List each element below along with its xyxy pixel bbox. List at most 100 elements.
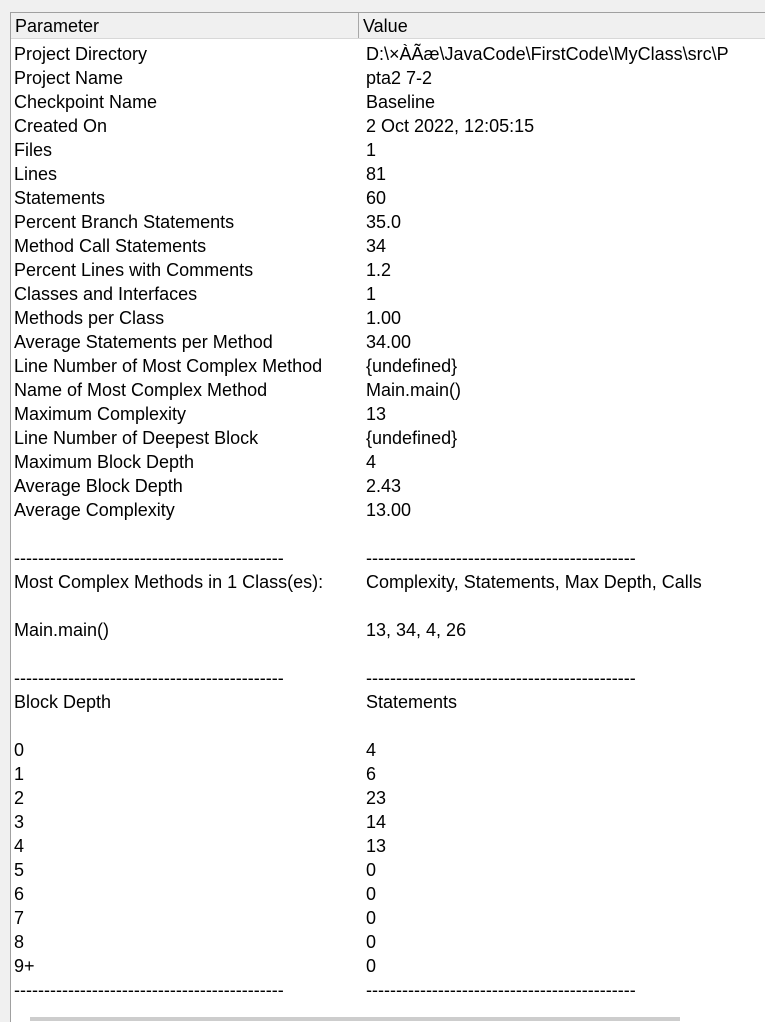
table-row[interactable]: Main.main() 13, 34, 4, 26 — [11, 618, 765, 642]
parameter-cell: 7 — [14, 908, 25, 928]
table-row[interactable]: Percent Lines with Comments 1.2 — [11, 258, 765, 282]
table-row[interactable]: Name of Most Complex Method Main.main() — [11, 378, 765, 402]
table-row[interactable]: Average Statements per Method 34.00 — [11, 330, 765, 354]
parameter-cell: Average Statements per Method — [14, 332, 273, 352]
value-cell: 4 — [366, 452, 377, 472]
parameter-cell: Name of Most Complex Method — [14, 380, 268, 400]
table-row[interactable] — [11, 714, 765, 738]
value-cell: {undefined} — [366, 356, 458, 376]
table-row[interactable]: 2 23 — [11, 786, 765, 810]
table-row[interactable]: 4 13 — [11, 834, 765, 858]
table-row[interactable]: Checkpoint Name Baseline — [11, 90, 765, 114]
table-row[interactable]: 9+ 0 — [11, 954, 765, 978]
table-row[interactable]: Maximum Block Depth 4 — [11, 450, 765, 474]
parameter-cell: Project Name — [14, 68, 124, 88]
parameter-cell: Methods per Class — [14, 308, 165, 328]
parameter-cell: Method Call Statements — [14, 236, 207, 256]
parameter-cell: Average Block Depth — [14, 476, 183, 496]
table-row[interactable]: Maximum Complexity 13 — [11, 402, 765, 426]
table-row[interactable] — [11, 522, 765, 546]
value-cell: 13 — [366, 836, 387, 856]
value-cell: 0 — [366, 908, 377, 928]
value-cell: 13, 34, 4, 26 — [366, 620, 467, 640]
table-row[interactable] — [11, 642, 765, 666]
value-cell: 4 — [366, 740, 377, 760]
table-row[interactable]: Percent Branch Statements 35.0 — [11, 210, 765, 234]
value-cell: 0 — [366, 860, 377, 880]
table-row[interactable]: Project Directory D:\×ÀÃæ\JavaCode\FirstC… — [11, 42, 765, 66]
table-row[interactable]: Statements 60 — [11, 186, 765, 210]
parameter-cell: 8 — [14, 932, 25, 952]
parameter-cell: Statements — [14, 188, 106, 208]
parameter-cell: 6 — [14, 884, 25, 904]
table-row[interactable]: Method Call Statements 34 — [11, 234, 765, 258]
parameter-cell: Classes and Interfaces — [14, 284, 198, 304]
value-cell: 34 — [366, 236, 387, 256]
parameter-cell: ----------------------------------------… — [14, 668, 284, 688]
value-cell: 1.2 — [366, 260, 392, 280]
value-cell: Statements — [366, 692, 458, 712]
parameter-cell: Percent Lines with Comments — [14, 260, 254, 280]
parameter-cell: Maximum Block Depth — [14, 452, 195, 472]
table-row[interactable]: Most Complex Methods in 1 Class(es): Comp… — [11, 570, 765, 594]
parameter-cell: Average Complexity — [14, 500, 175, 520]
table-row[interactable]: ----------------------------------------… — [11, 546, 765, 570]
table-header: Parameter Value — [11, 13, 765, 39]
value-cell: 0 — [366, 956, 377, 976]
parameter-cell: Percent Branch Statements — [14, 212, 235, 232]
parameter-cell: Created On — [14, 116, 108, 136]
value-cell: 1.00 — [366, 308, 402, 328]
table-body: Project Directory D:\×ÀÃæ\JavaCode\FirstC… — [11, 42, 765, 1002]
value-cell: Baseline — [366, 92, 436, 112]
value-cell: 81 — [366, 164, 387, 184]
parameter-cell: 2 — [14, 788, 25, 808]
parameter-cell: Most Complex Methods in 1 Class(es): — [14, 572, 324, 592]
table-row[interactable]: 3 14 — [11, 810, 765, 834]
table-row[interactable]: Methods per Class 1.00 — [11, 306, 765, 330]
parameter-cell: 3 — [14, 812, 25, 832]
value-cell: 6 — [366, 764, 377, 784]
table-row[interactable]: Average Complexity 13.00 — [11, 498, 765, 522]
horizontal-scrollbar[interactable] — [30, 1017, 680, 1021]
parameter-cell: 0 — [14, 740, 25, 760]
value-cell: 2.43 — [366, 476, 402, 496]
table-row[interactable]: Block Depth Statements — [11, 690, 765, 714]
value-cell: 1 — [366, 140, 377, 160]
table-row[interactable]: Average Block Depth 2.43 — [11, 474, 765, 498]
table-row[interactable]: ----------------------------------------… — [11, 978, 765, 1002]
parameter-cell: Maximum Complexity — [14, 404, 187, 424]
parameter-cell: 5 — [14, 860, 25, 880]
parameter-cell: Checkpoint Name — [14, 92, 158, 112]
table-row[interactable]: Classes and Interfaces 1 — [11, 282, 765, 306]
parameter-cell: Files — [14, 140, 53, 160]
metrics-table: Parameter Value Project Directory D:\×ÀÃæ… — [10, 12, 765, 1022]
column-header-value[interactable]: Value — [363, 16, 408, 36]
value-cell: pta2 7-2 — [366, 68, 433, 88]
column-header-parameter[interactable]: Parameter — [11, 13, 359, 38]
value-cell: 23 — [366, 788, 387, 808]
parameter-cell: Main.main() — [14, 620, 110, 640]
table-row[interactable]: Line Number of Deepest Block {undefined} — [11, 426, 765, 450]
table-row[interactable]: Project Name pta2 7-2 — [11, 66, 765, 90]
value-cell: 60 — [366, 188, 387, 208]
table-row[interactable]: Line Number of Most Complex Method {undef… — [11, 354, 765, 378]
value-cell: {undefined} — [366, 428, 458, 448]
parameter-cell: ----------------------------------------… — [14, 548, 284, 568]
parameter-cell: Line Number of Deepest Block — [14, 428, 259, 448]
value-cell: 13.00 — [366, 500, 412, 520]
parameter-cell: Lines — [14, 164, 58, 184]
parameter-cell: 9+ — [14, 956, 35, 976]
table-row[interactable]: Files 1 — [11, 138, 765, 162]
value-cell: 34.00 — [366, 332, 412, 352]
table-row[interactable]: Created On 2 Oct 2022, 12:05:15 — [11, 114, 765, 138]
parameter-cell: Project Directory — [14, 44, 148, 64]
table-row[interactable]: ----------------------------------------… — [11, 666, 765, 690]
table-row[interactable]: Lines 81 — [11, 162, 765, 186]
table-row[interactable] — [11, 594, 765, 618]
